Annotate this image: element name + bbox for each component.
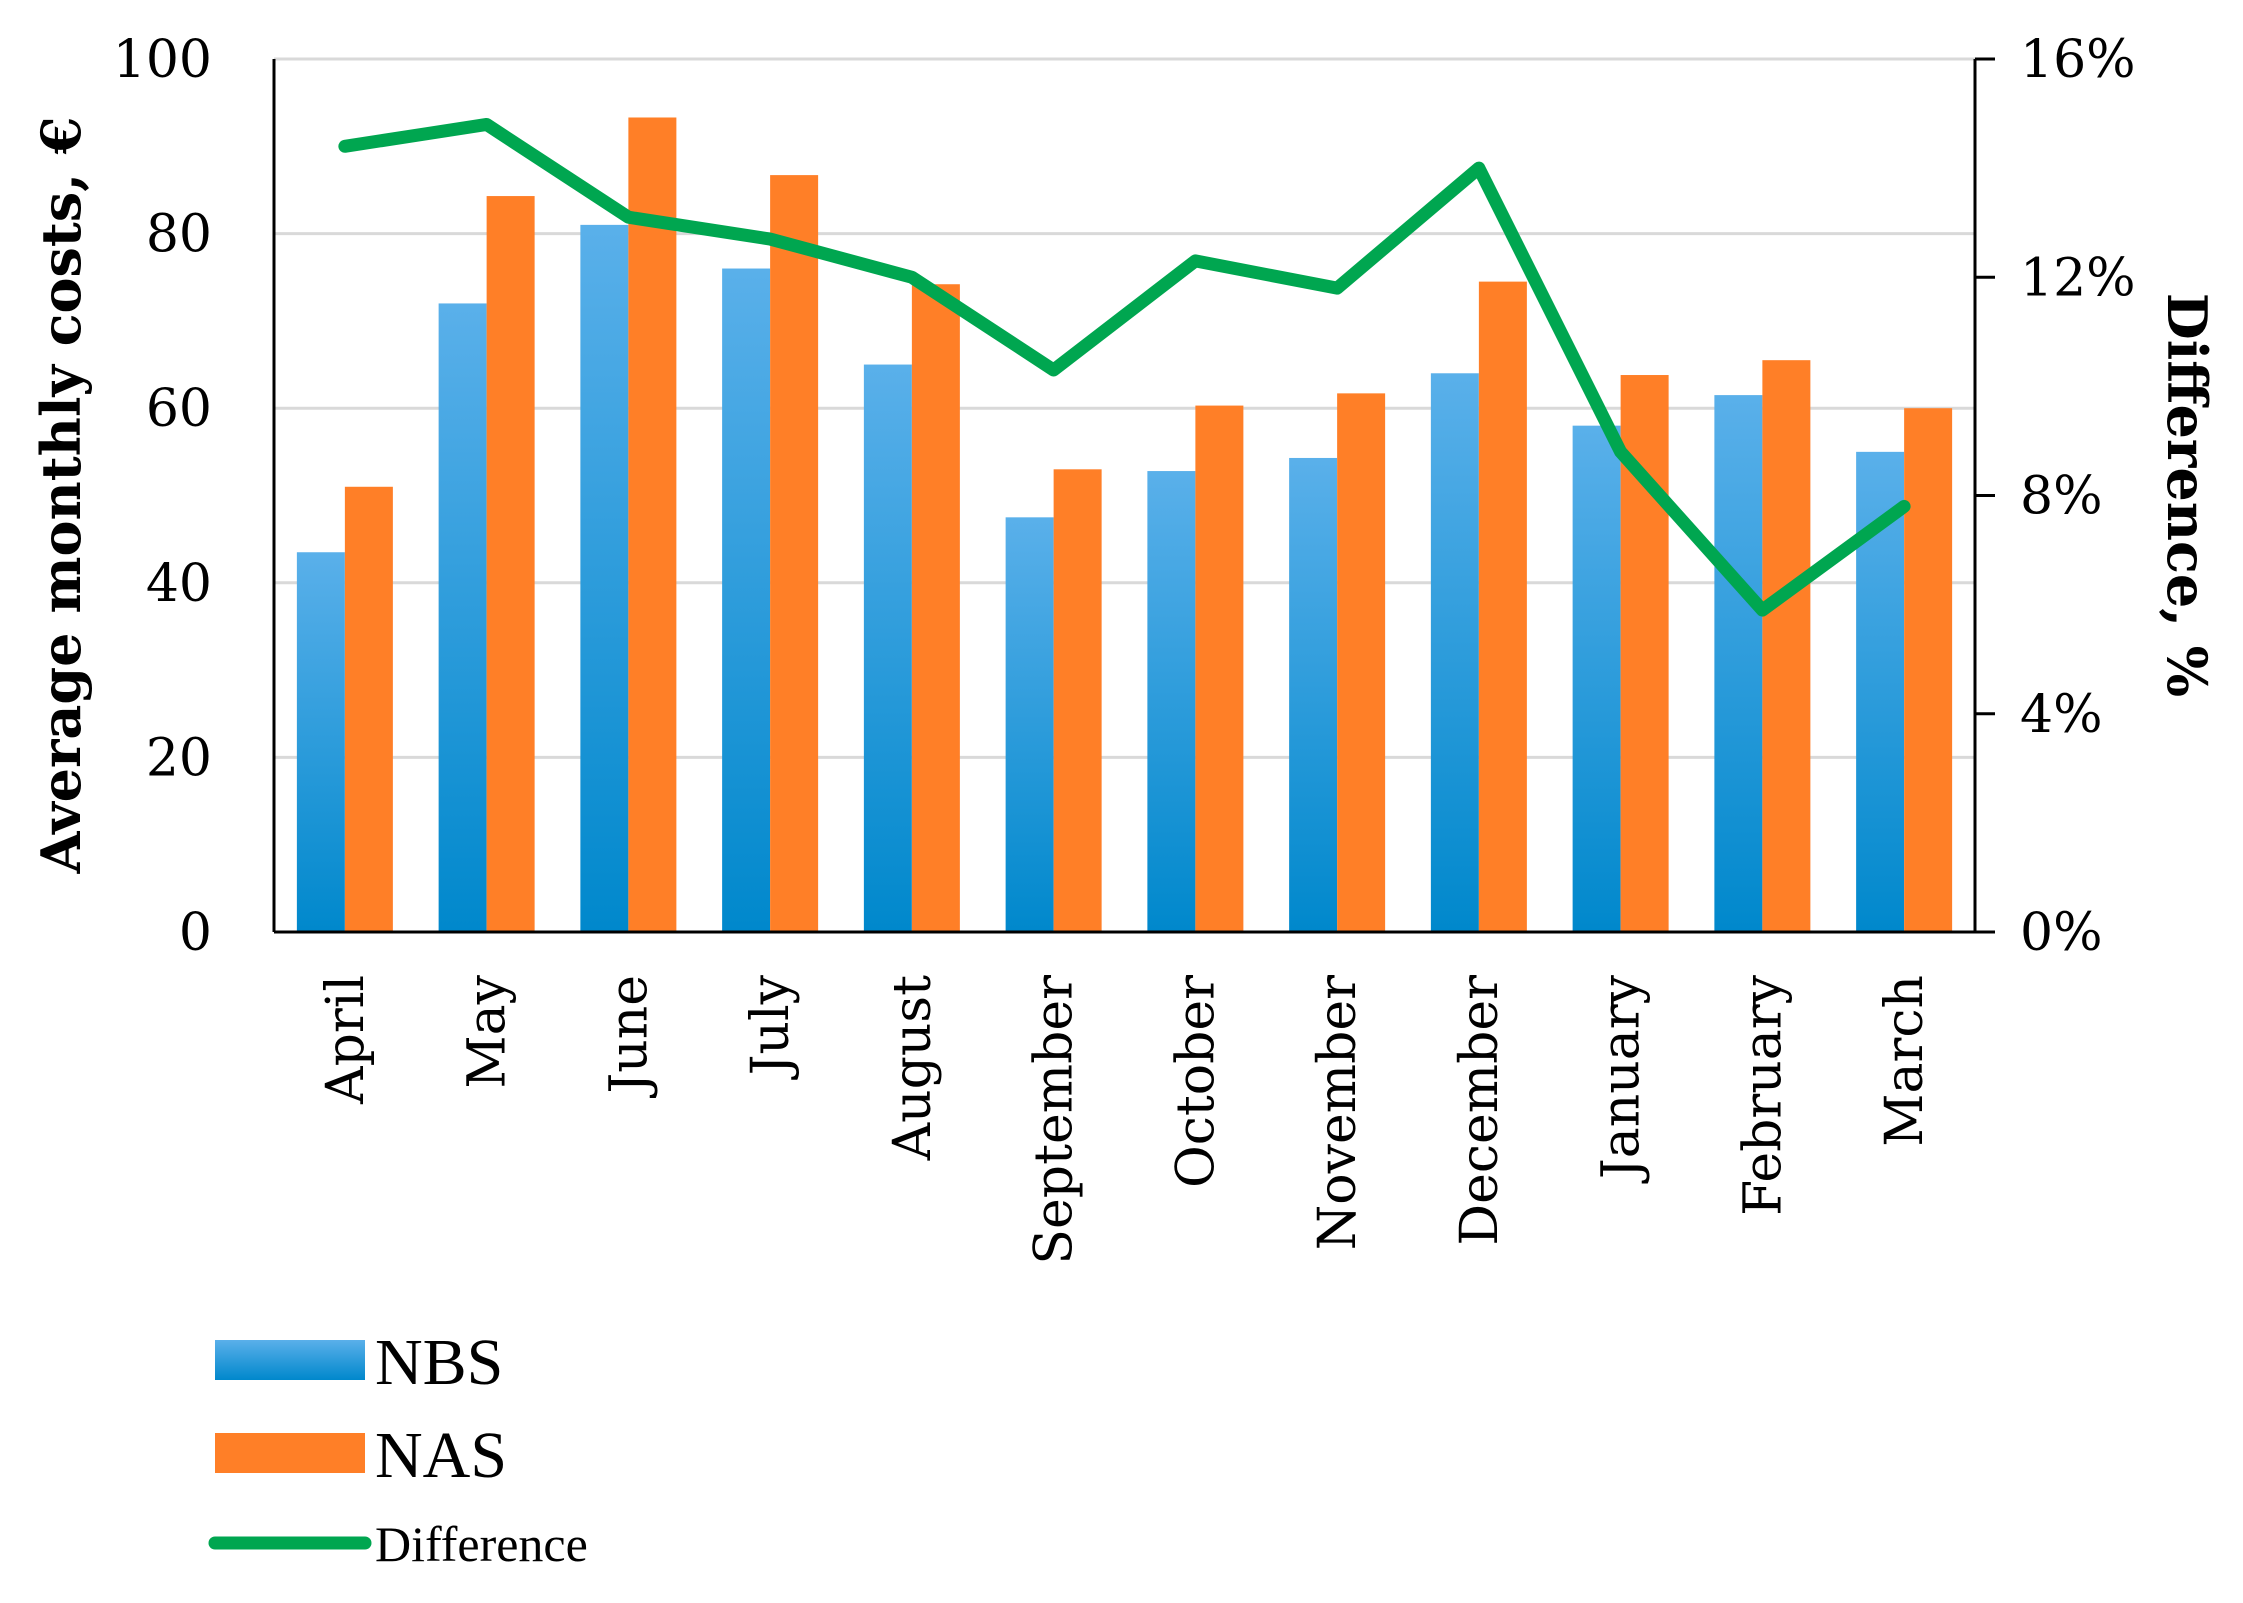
category-label-april: April [316, 975, 376, 1105]
left-tick-label: 80 [146, 205, 212, 265]
category-label-december: December [1450, 975, 1510, 1246]
category-label-july: July [741, 974, 801, 1080]
bar-nas-july [770, 175, 819, 932]
bars [296, 117, 1953, 933]
left-tick-label: 0 [179, 903, 212, 963]
right-tick-label: 12% [2020, 248, 2136, 308]
bar-nas-march [1904, 408, 1953, 932]
bar-nas-february [1762, 360, 1811, 932]
difference-line-group [338, 117, 1911, 617]
bar-nas-september [1053, 469, 1102, 932]
legend-label-nas: NAS [375, 1419, 507, 1492]
legend-label-difference: Difference [375, 1516, 588, 1572]
category-label-november: November [1308, 975, 1368, 1250]
right-axis-ticks: 0% 4% 8% 12% 16% [1975, 30, 2136, 963]
bar-nbs-may [438, 303, 487, 932]
gridlines [274, 57, 1975, 759]
category-label-august: August [883, 975, 943, 1162]
axis-titles: Average monthly costs, € Difference, % [29, 117, 2219, 875]
bar-nbs-january [1572, 425, 1621, 932]
bar-nas-october [1195, 405, 1244, 932]
left-tick-label: 60 [146, 379, 212, 439]
legend-swatch-nbs [215, 1340, 365, 1380]
category-label-june: June [599, 975, 659, 1099]
legend-label-nbs: NBS [375, 1326, 503, 1399]
left-tick-label: 40 [146, 554, 212, 614]
bar-nas-june [628, 117, 677, 933]
bar-nas-december [1478, 281, 1527, 932]
legend: NBS NAS Difference [208, 1326, 588, 1572]
category-label-february: February [1733, 974, 1793, 1216]
bar-nas-november [1337, 393, 1386, 932]
bar-nbs-november [1289, 457, 1338, 932]
category-label-october: October [1166, 975, 1226, 1188]
left-tick-label: 20 [146, 728, 212, 788]
bar-nbs-june [580, 224, 629, 932]
bar-nbs-august [863, 364, 912, 932]
bar-nbs-february [1714, 395, 1763, 933]
left-tick-label: 100 [113, 30, 212, 90]
bar-nbs-december [1430, 373, 1479, 932]
right-tick-label: 0% [2020, 903, 2103, 963]
bar-nbs-october [1147, 471, 1196, 932]
bar-nbs-april [296, 552, 345, 932]
legend-swatch-nas [215, 1433, 365, 1473]
left-axis-ticks: 0 20 40 60 80 100 [113, 30, 212, 963]
bar-nas-august [911, 284, 960, 932]
bar-nbs-july [722, 268, 771, 932]
bar-nas-may [486, 196, 535, 932]
category-label-january: January [1592, 974, 1652, 1184]
y-axis-title: Average monthly costs, € [29, 117, 93, 875]
category-label-march: March [1875, 975, 1935, 1147]
right-tick-label: 4% [2020, 685, 2103, 745]
category-label-may: May [458, 974, 518, 1088]
right-tick-label: 16% [2020, 30, 2136, 90]
category-label-september: September [1025, 975, 1085, 1265]
y-axis-title-right: Difference, % [2155, 293, 2219, 697]
bar-nbs-september [1005, 517, 1054, 932]
right-tick-label: 8% [2020, 467, 2103, 527]
difference-line [338, 117, 1911, 617]
category-labels: April May June July August September October No… [316, 974, 1935, 1264]
bar-nas-april [344, 486, 393, 932]
